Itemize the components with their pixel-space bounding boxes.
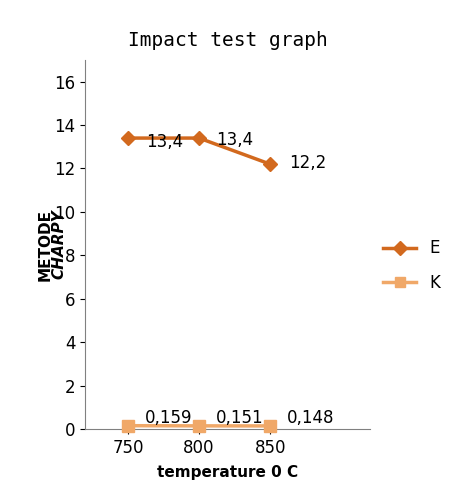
Text: METODE: METODE <box>37 209 53 280</box>
Text: 0,148: 0,148 <box>287 409 335 427</box>
Title: Impact test graph: Impact test graph <box>128 31 328 50</box>
X-axis label: temperature 0 C: temperature 0 C <box>157 465 298 480</box>
Text: 13,4: 13,4 <box>216 131 253 149</box>
Text: CHARPY: CHARPY <box>52 210 67 279</box>
Text: 0,159: 0,159 <box>145 409 192 427</box>
Text: 13,4: 13,4 <box>146 133 183 151</box>
Text: 0,151: 0,151 <box>216 409 264 427</box>
Text: 12,2: 12,2 <box>289 155 326 173</box>
Legend: E, K: E, K <box>378 235 446 297</box>
